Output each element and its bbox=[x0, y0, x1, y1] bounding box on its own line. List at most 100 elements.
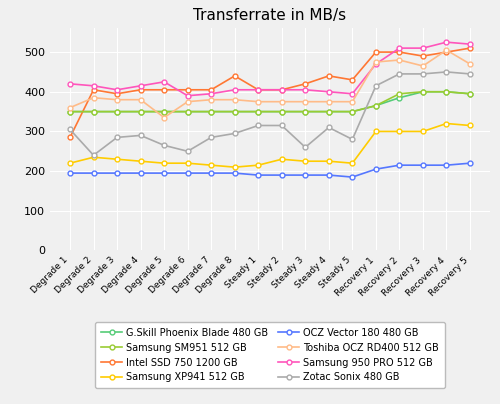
Intel SSD 750 1200 GB bbox=[326, 74, 332, 78]
Line: Samsung SM951 512 GB: Samsung SM951 512 GB bbox=[68, 89, 472, 114]
Line: Samsung 950 PRO 512 GB: Samsung 950 PRO 512 GB bbox=[68, 40, 472, 98]
Samsung XP941 512 GB bbox=[373, 129, 379, 134]
Samsung SM951 512 GB bbox=[161, 109, 167, 114]
Toshiba OCZ RD400 512 GB bbox=[114, 97, 120, 102]
Intel SSD 750 1200 GB bbox=[350, 78, 356, 82]
G.Skill Phoenix Blade 480 GB bbox=[67, 109, 73, 114]
Samsung SM951 512 GB bbox=[114, 109, 120, 114]
Samsung XP941 512 GB bbox=[138, 159, 143, 164]
Samsung SM951 512 GB bbox=[67, 109, 73, 114]
Zotac Sonix 480 GB bbox=[420, 72, 426, 76]
G.Skill Phoenix Blade 480 GB bbox=[373, 103, 379, 108]
Toshiba OCZ RD400 512 GB bbox=[232, 97, 237, 102]
Line: OCZ Vector 180 480 GB: OCZ Vector 180 480 GB bbox=[68, 161, 472, 179]
G.Skill Phoenix Blade 480 GB bbox=[279, 109, 285, 114]
G.Skill Phoenix Blade 480 GB bbox=[90, 109, 96, 114]
Zotac Sonix 480 GB bbox=[467, 72, 473, 76]
G.Skill Phoenix Blade 480 GB bbox=[302, 109, 308, 114]
Samsung XP941 512 GB bbox=[184, 161, 190, 166]
Samsung SM951 512 GB bbox=[208, 109, 214, 114]
Samsung 950 PRO 512 GB bbox=[161, 80, 167, 84]
OCZ Vector 180 480 GB bbox=[467, 161, 473, 166]
Samsung XP941 512 GB bbox=[350, 161, 356, 166]
Samsung XP941 512 GB bbox=[420, 129, 426, 134]
G.Skill Phoenix Blade 480 GB bbox=[350, 109, 356, 114]
G.Skill Phoenix Blade 480 GB bbox=[255, 109, 261, 114]
Samsung XP941 512 GB bbox=[208, 163, 214, 168]
Samsung XP941 512 GB bbox=[161, 161, 167, 166]
Intel SSD 750 1200 GB bbox=[444, 50, 450, 55]
Samsung SM951 512 GB bbox=[444, 89, 450, 94]
Samsung SM951 512 GB bbox=[279, 109, 285, 114]
Samsung XP941 512 GB bbox=[302, 159, 308, 164]
Samsung XP941 512 GB bbox=[396, 129, 402, 134]
Samsung SM951 512 GB bbox=[90, 109, 96, 114]
OCZ Vector 180 480 GB bbox=[90, 170, 96, 175]
Zotac Sonix 480 GB bbox=[279, 123, 285, 128]
G.Skill Phoenix Blade 480 GB bbox=[232, 109, 237, 114]
Samsung SM951 512 GB bbox=[326, 109, 332, 114]
Intel SSD 750 1200 GB bbox=[255, 87, 261, 92]
OCZ Vector 180 480 GB bbox=[255, 173, 261, 177]
Samsung 950 PRO 512 GB bbox=[350, 91, 356, 96]
Samsung XP941 512 GB bbox=[114, 157, 120, 162]
Samsung XP941 512 GB bbox=[279, 157, 285, 162]
Intel SSD 750 1200 GB bbox=[279, 87, 285, 92]
Samsung SM951 512 GB bbox=[350, 109, 356, 114]
Samsung SM951 512 GB bbox=[184, 109, 190, 114]
G.Skill Phoenix Blade 480 GB bbox=[444, 89, 450, 94]
Samsung SM951 512 GB bbox=[420, 89, 426, 94]
G.Skill Phoenix Blade 480 GB bbox=[184, 109, 190, 114]
Toshiba OCZ RD400 512 GB bbox=[208, 97, 214, 102]
Zotac Sonix 480 GB bbox=[90, 153, 96, 158]
Samsung 950 PRO 512 GB bbox=[396, 46, 402, 50]
Samsung 950 PRO 512 GB bbox=[444, 40, 450, 44]
Intel SSD 750 1200 GB bbox=[467, 46, 473, 50]
G.Skill Phoenix Blade 480 GB bbox=[396, 95, 402, 100]
Samsung 950 PRO 512 GB bbox=[208, 91, 214, 96]
Zotac Sonix 480 GB bbox=[255, 123, 261, 128]
Line: G.Skill Phoenix Blade 480 GB: G.Skill Phoenix Blade 480 GB bbox=[68, 89, 472, 114]
OCZ Vector 180 480 GB bbox=[138, 170, 143, 175]
OCZ Vector 180 480 GB bbox=[326, 173, 332, 177]
OCZ Vector 180 480 GB bbox=[114, 170, 120, 175]
Intel SSD 750 1200 GB bbox=[184, 87, 190, 92]
Samsung 950 PRO 512 GB bbox=[67, 81, 73, 86]
Samsung 950 PRO 512 GB bbox=[467, 42, 473, 46]
Zotac Sonix 480 GB bbox=[161, 143, 167, 148]
Toshiba OCZ RD400 512 GB bbox=[161, 115, 167, 120]
Toshiba OCZ RD400 512 GB bbox=[90, 95, 96, 100]
Toshiba OCZ RD400 512 GB bbox=[373, 59, 379, 64]
Samsung XP941 512 GB bbox=[467, 123, 473, 128]
OCZ Vector 180 480 GB bbox=[444, 163, 450, 168]
Toshiba OCZ RD400 512 GB bbox=[396, 58, 402, 63]
Zotac Sonix 480 GB bbox=[114, 135, 120, 140]
Intel SSD 750 1200 GB bbox=[114, 91, 120, 96]
Samsung SM951 512 GB bbox=[302, 109, 308, 114]
Intel SSD 750 1200 GB bbox=[138, 87, 143, 92]
Samsung 950 PRO 512 GB bbox=[255, 87, 261, 92]
Toshiba OCZ RD400 512 GB bbox=[255, 99, 261, 104]
Line: Toshiba OCZ RD400 512 GB: Toshiba OCZ RD400 512 GB bbox=[68, 48, 472, 120]
G.Skill Phoenix Blade 480 GB bbox=[138, 109, 143, 114]
Toshiba OCZ RD400 512 GB bbox=[326, 99, 332, 104]
Samsung 950 PRO 512 GB bbox=[420, 46, 426, 50]
Samsung 950 PRO 512 GB bbox=[232, 87, 237, 92]
Zotac Sonix 480 GB bbox=[138, 133, 143, 138]
Toshiba OCZ RD400 512 GB bbox=[138, 97, 143, 102]
Samsung 950 PRO 512 GB bbox=[302, 87, 308, 92]
OCZ Vector 180 480 GB bbox=[67, 170, 73, 175]
Intel SSD 750 1200 GB bbox=[373, 50, 379, 55]
G.Skill Phoenix Blade 480 GB bbox=[161, 109, 167, 114]
Legend: G.Skill Phoenix Blade 480 GB, Samsung SM951 512 GB, Intel SSD 750 1200 GB, Samsu: G.Skill Phoenix Blade 480 GB, Samsung SM… bbox=[95, 322, 445, 388]
G.Skill Phoenix Blade 480 GB bbox=[326, 109, 332, 114]
Samsung 950 PRO 512 GB bbox=[114, 87, 120, 92]
Samsung 950 PRO 512 GB bbox=[373, 61, 379, 66]
Toshiba OCZ RD400 512 GB bbox=[444, 48, 450, 53]
Intel SSD 750 1200 GB bbox=[302, 81, 308, 86]
Line: Zotac Sonix 480 GB: Zotac Sonix 480 GB bbox=[68, 69, 472, 158]
Zotac Sonix 480 GB bbox=[67, 127, 73, 132]
Samsung SM951 512 GB bbox=[396, 91, 402, 96]
Samsung 950 PRO 512 GB bbox=[279, 87, 285, 92]
Samsung XP941 512 GB bbox=[255, 163, 261, 168]
